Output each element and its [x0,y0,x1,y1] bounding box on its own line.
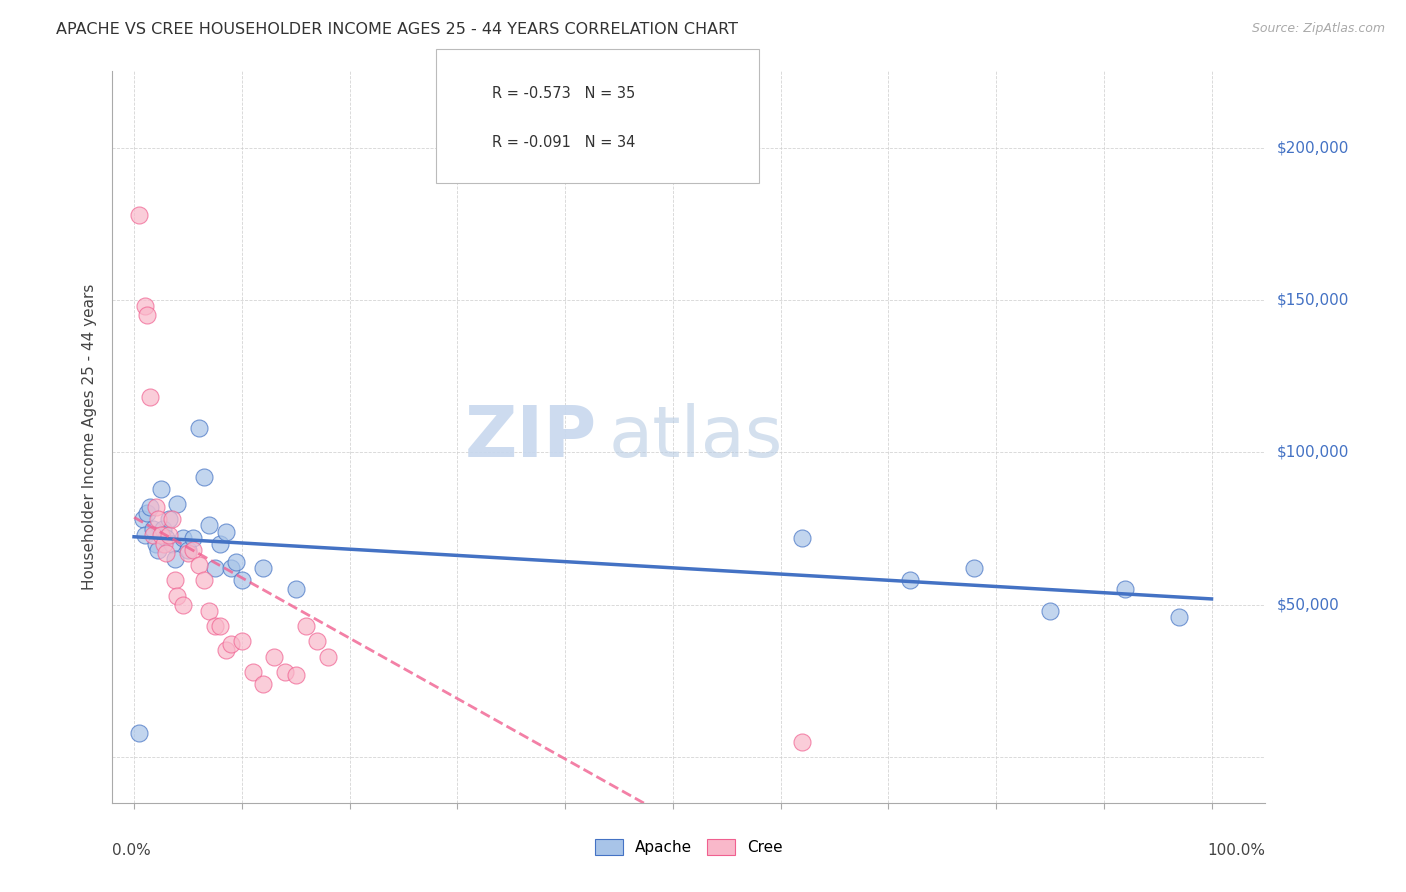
Point [155,531,177,545]
Point [274,665,297,679]
Text: R = -0.091   N = 34: R = -0.091 N = 34 [492,136,636,150]
Point [160,512,183,526]
Point [231,634,253,648]
Point [139,500,162,515]
Point [214,524,236,539]
Point [146,512,169,526]
Point [149,527,172,541]
Point [193,574,215,588]
Point [149,482,172,496]
Point [284,667,307,682]
Point [157,527,180,541]
Point [128,725,150,739]
Point [139,391,162,405]
Point [1168,610,1191,624]
Point [131,512,153,526]
Y-axis label: Householder Income Ages 25 - 44 years: Householder Income Ages 25 - 44 years [82,284,97,591]
Point [209,619,232,633]
Point [225,555,247,569]
Point [252,561,274,575]
Point [153,537,176,551]
Point [242,665,264,679]
Point [219,561,242,575]
Point [177,546,200,560]
Point [219,637,242,651]
Point [790,735,813,749]
Point [142,521,165,535]
Point [146,542,169,557]
Point [252,677,274,691]
Point [198,518,221,533]
Point [1114,582,1136,597]
Point [155,546,177,560]
Point [142,527,165,541]
Text: R = -0.573   N = 35: R = -0.573 N = 35 [492,87,636,101]
Text: $100,000: $100,000 [1277,445,1348,459]
Point [209,537,232,551]
Point [214,643,236,657]
Point [160,537,183,551]
Point [166,589,188,603]
Point [157,512,180,526]
Point [145,500,167,515]
Point [263,649,285,664]
Point [790,531,813,545]
Point [295,619,318,633]
Text: $150,000: $150,000 [1277,293,1348,308]
Point [177,542,200,557]
Text: Source: ZipAtlas.com: Source: ZipAtlas.com [1251,22,1385,36]
Point [145,537,167,551]
Text: APACHE VS CREE HOUSEHOLDER INCOME AGES 25 - 44 YEARS CORRELATION CHART: APACHE VS CREE HOUSEHOLDER INCOME AGES 2… [56,22,738,37]
Point [187,558,209,573]
Text: 100.0%: 100.0% [1208,843,1265,858]
Point [187,421,209,435]
Point [963,561,986,575]
Text: $200,000: $200,000 [1277,140,1348,155]
Point [128,208,150,222]
Point [231,574,253,588]
Point [181,531,204,545]
Point [898,574,921,588]
Point [1039,604,1062,618]
Point [134,299,156,313]
Text: ZIP: ZIP [464,402,596,472]
Point [163,574,186,588]
Text: $50,000: $50,000 [1277,598,1340,612]
Text: 0.0%: 0.0% [112,843,152,858]
Point [193,469,215,483]
Point [136,506,159,520]
Point [134,527,156,541]
Point [152,521,174,535]
Point [307,634,329,648]
Point [172,531,194,545]
Point [181,542,204,557]
Point [166,497,188,511]
Point [136,308,159,322]
Point [284,582,307,597]
Point [204,561,226,575]
Legend: Apache, Cree: Apache, Cree [589,833,789,861]
Text: atlas: atlas [609,402,783,472]
Point [163,552,186,566]
Point [172,598,194,612]
Point [316,649,339,664]
Point [198,604,221,618]
Point [204,619,226,633]
